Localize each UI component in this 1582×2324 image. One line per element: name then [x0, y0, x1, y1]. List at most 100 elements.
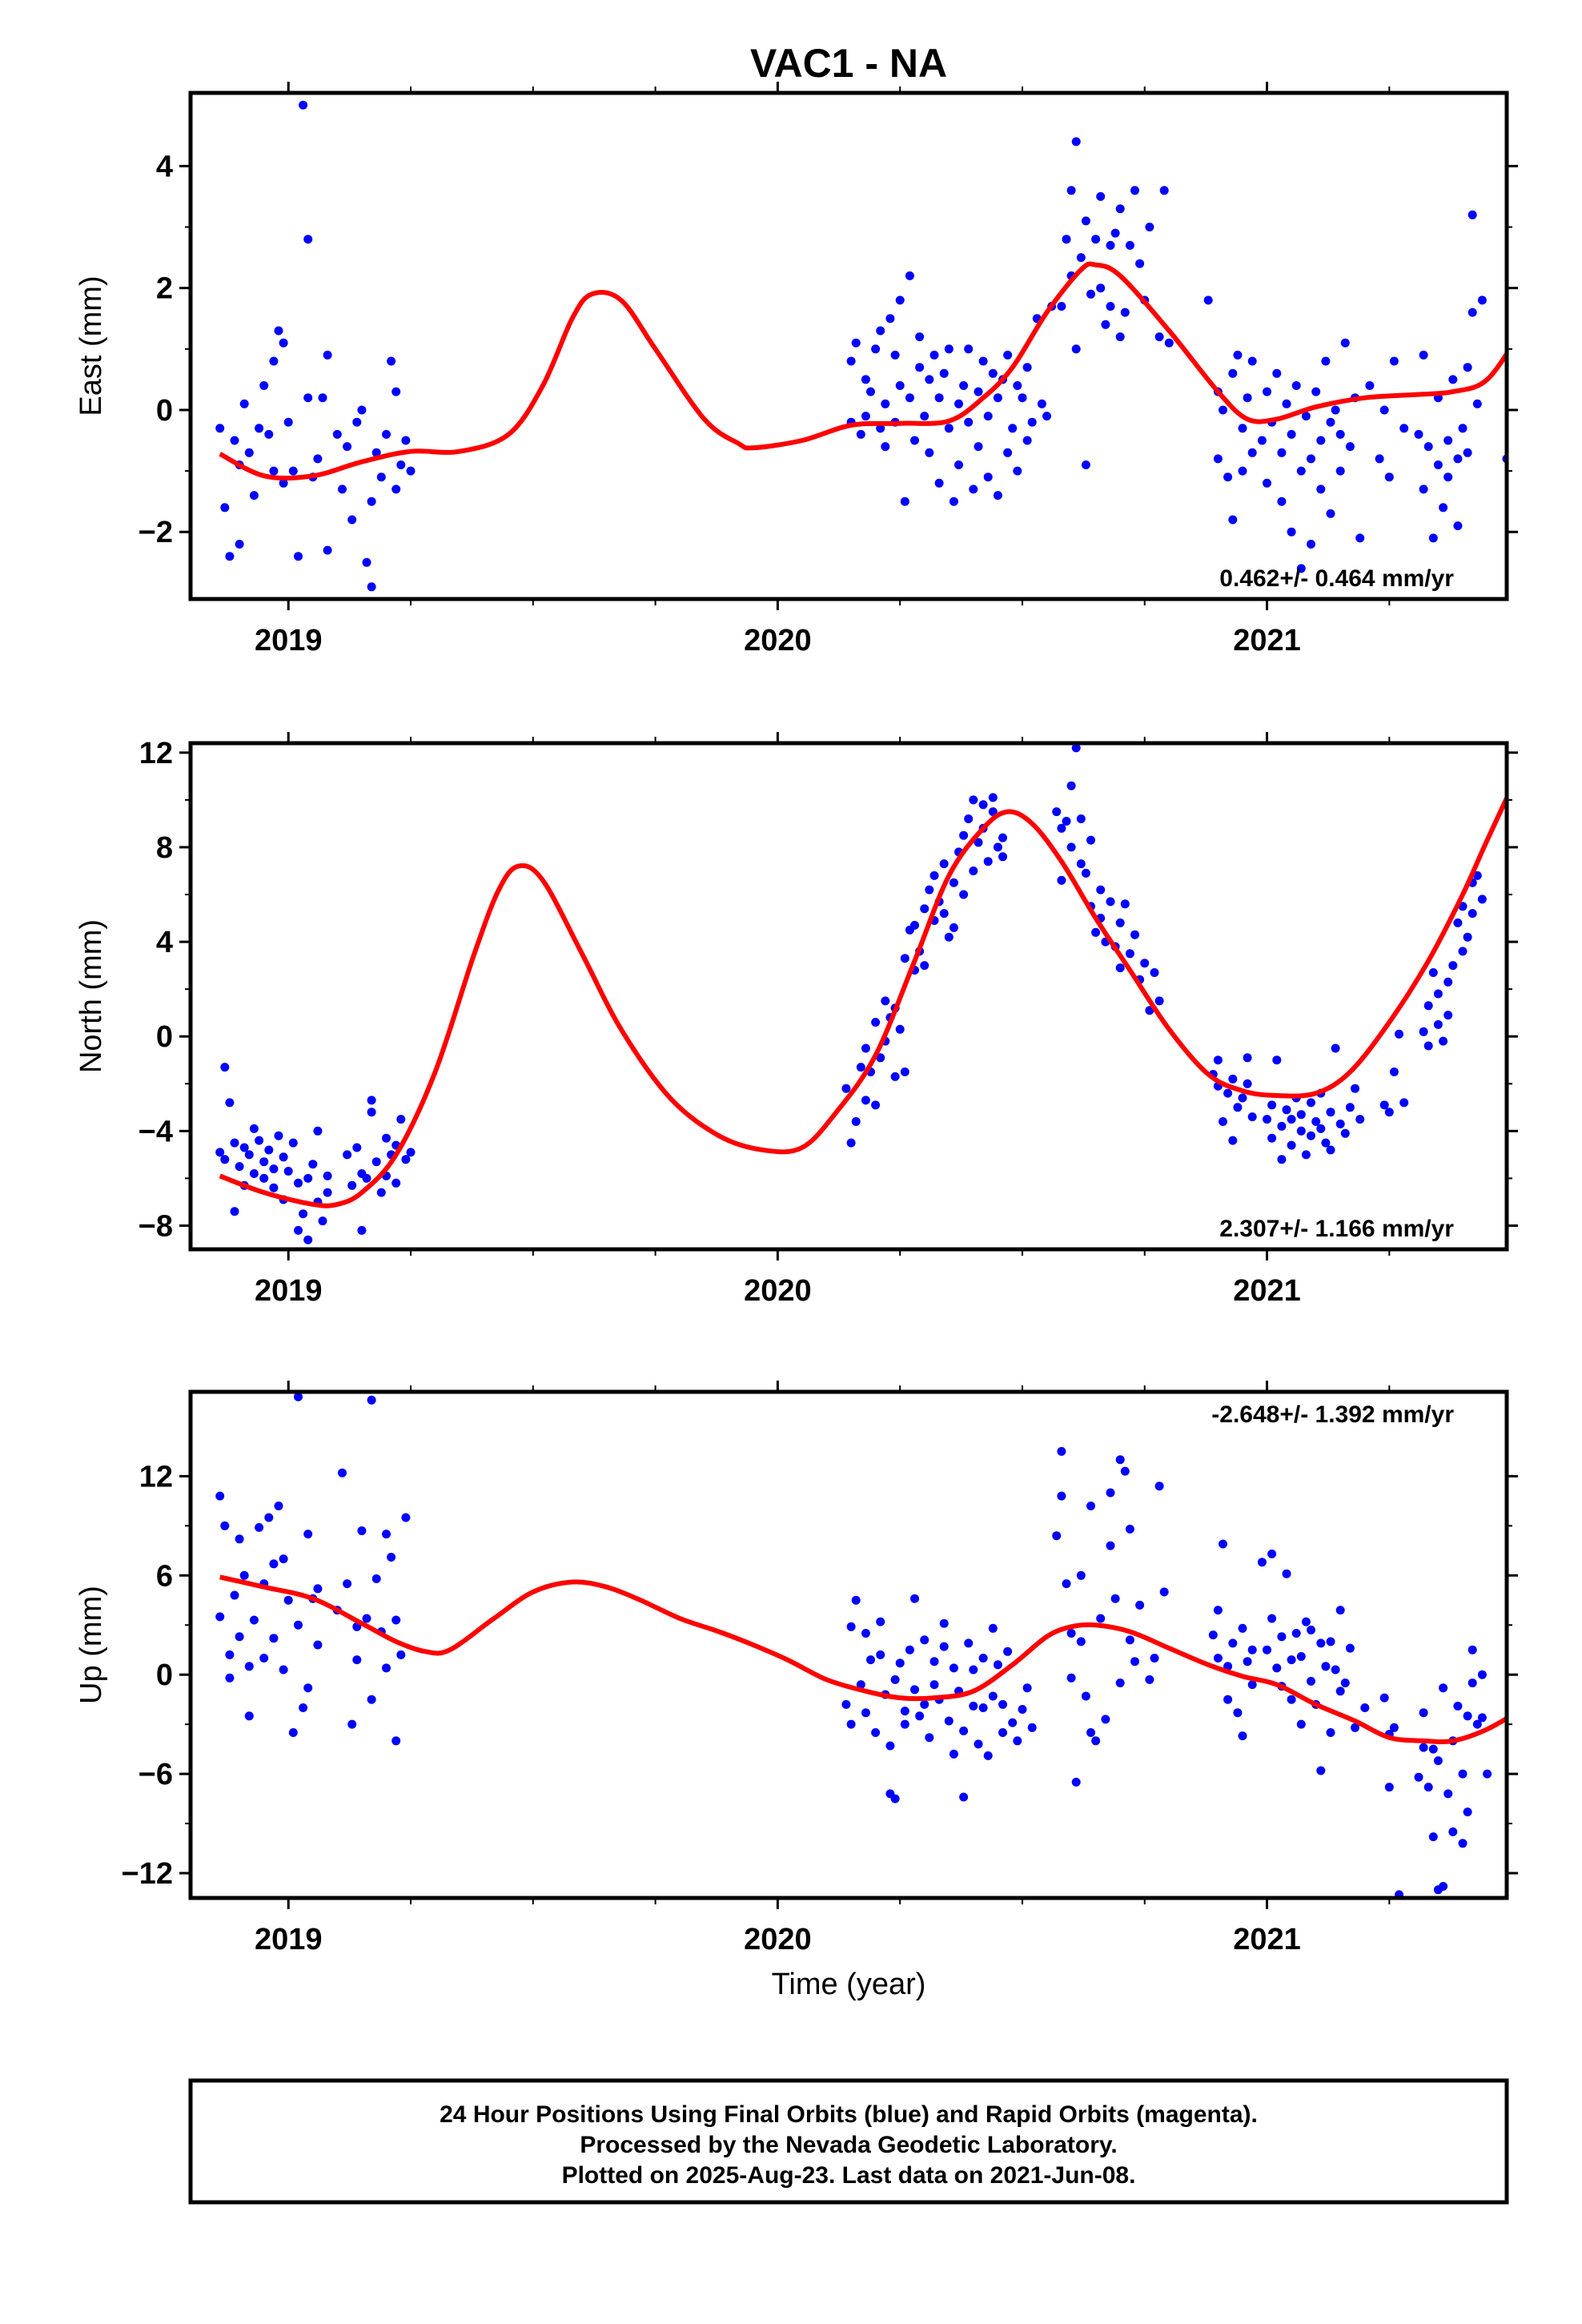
data-point [983, 857, 993, 866]
footer-box: 24 Hour Positions Using Final Orbits (bl… [188, 2078, 1509, 2205]
data-point [1321, 1138, 1331, 1148]
data-point [1115, 1679, 1125, 1687]
data-point [215, 1148, 225, 1157]
data-point [1135, 259, 1145, 268]
data-point [1150, 1654, 1159, 1663]
data-point [1335, 1606, 1345, 1615]
data-point [974, 838, 983, 847]
data-point [1316, 1638, 1326, 1648]
data-point [895, 381, 905, 390]
data-point [969, 795, 978, 805]
data-point [303, 1173, 313, 1183]
data-point [1448, 375, 1458, 384]
data-point [871, 1018, 881, 1027]
data-point [1213, 1055, 1223, 1065]
data-point [1316, 485, 1326, 494]
data-point [1517, 1687, 1526, 1695]
data-point [969, 485, 978, 494]
data-point [1316, 1766, 1326, 1775]
data-point [1307, 1131, 1315, 1140]
data-point [1263, 1115, 1271, 1124]
data-point [1399, 424, 1409, 433]
data-point [279, 478, 288, 488]
data-point [1145, 223, 1154, 231]
data-point [1321, 1662, 1331, 1671]
data-point [1022, 363, 1032, 372]
data-point [988, 793, 998, 802]
data-point [876, 424, 885, 433]
data-point [347, 1180, 357, 1190]
footer-frame [188, 2078, 1509, 2205]
data-point [406, 466, 416, 476]
data-point [1483, 1769, 1492, 1779]
data-point [895, 1024, 905, 1034]
data-point [220, 1155, 230, 1164]
data-point [294, 552, 303, 561]
data-point [249, 491, 259, 501]
data-point [1428, 1832, 1438, 1842]
data-point [259, 1173, 269, 1183]
y-tick-label: 8 [156, 831, 173, 865]
data-point [900, 1719, 909, 1729]
data-point [890, 1794, 900, 1803]
data-point [318, 393, 327, 403]
data-point [235, 540, 244, 549]
data-point [1443, 1011, 1453, 1020]
data-point [283, 1167, 293, 1176]
data-point [1081, 460, 1090, 469]
data-point [1003, 1647, 1013, 1656]
data-point [1125, 1524, 1134, 1534]
data-point [1326, 1637, 1335, 1647]
data-point [1057, 1491, 1066, 1501]
data-point [1022, 1683, 1032, 1693]
data-point [1272, 1055, 1282, 1065]
data-point [1219, 405, 1227, 415]
data-point [1096, 885, 1106, 895]
x-tick-label: 2019 [255, 1274, 323, 1308]
data-point [1355, 1115, 1365, 1124]
data-point [357, 405, 367, 415]
fit-curve [219, 792, 1507, 1208]
data-point [915, 1711, 925, 1721]
data-point [1120, 308, 1130, 317]
data-point [885, 1741, 895, 1751]
data-point [910, 920, 919, 930]
data-point [1428, 533, 1438, 543]
data-point [1091, 1736, 1101, 1746]
data-point [1125, 1635, 1134, 1645]
data-point [939, 1642, 949, 1651]
data-point [959, 890, 969, 899]
rate-label: 0.462+/- 0.464 mm/yr [1219, 565, 1454, 592]
data-point [387, 356, 396, 366]
data-point [969, 1701, 978, 1711]
data-point [367, 1096, 376, 1105]
data-point [954, 460, 963, 469]
data-point [1468, 1679, 1477, 1687]
data-point [1052, 1531, 1062, 1541]
data-point [1453, 454, 1463, 464]
x-tick-label: 2020 [744, 624, 812, 657]
data-point [920, 904, 930, 914]
chart-title: VAC1 - NA [750, 41, 947, 86]
data-point [1326, 509, 1335, 518]
data-point [1468, 909, 1477, 919]
data-point [1208, 1630, 1218, 1640]
data-point [993, 393, 1002, 403]
data-point [1247, 448, 1257, 457]
data-point [1439, 503, 1448, 513]
data-point [1115, 918, 1125, 927]
data-point [279, 1665, 288, 1675]
data-point [1219, 1539, 1227, 1549]
data-point [1472, 870, 1482, 880]
data-point [244, 448, 254, 457]
data-point [900, 1068, 909, 1076]
data-point [1233, 1708, 1243, 1718]
data-point [1263, 387, 1271, 396]
data-point [1257, 1558, 1267, 1567]
data-point [866, 1655, 875, 1665]
data-point [1419, 1708, 1428, 1718]
data-point [939, 368, 949, 378]
data-point [1277, 497, 1287, 506]
data-point [1472, 399, 1482, 408]
rate-label: -2.648+/- 1.392 mm/yr [1211, 1401, 1454, 1428]
